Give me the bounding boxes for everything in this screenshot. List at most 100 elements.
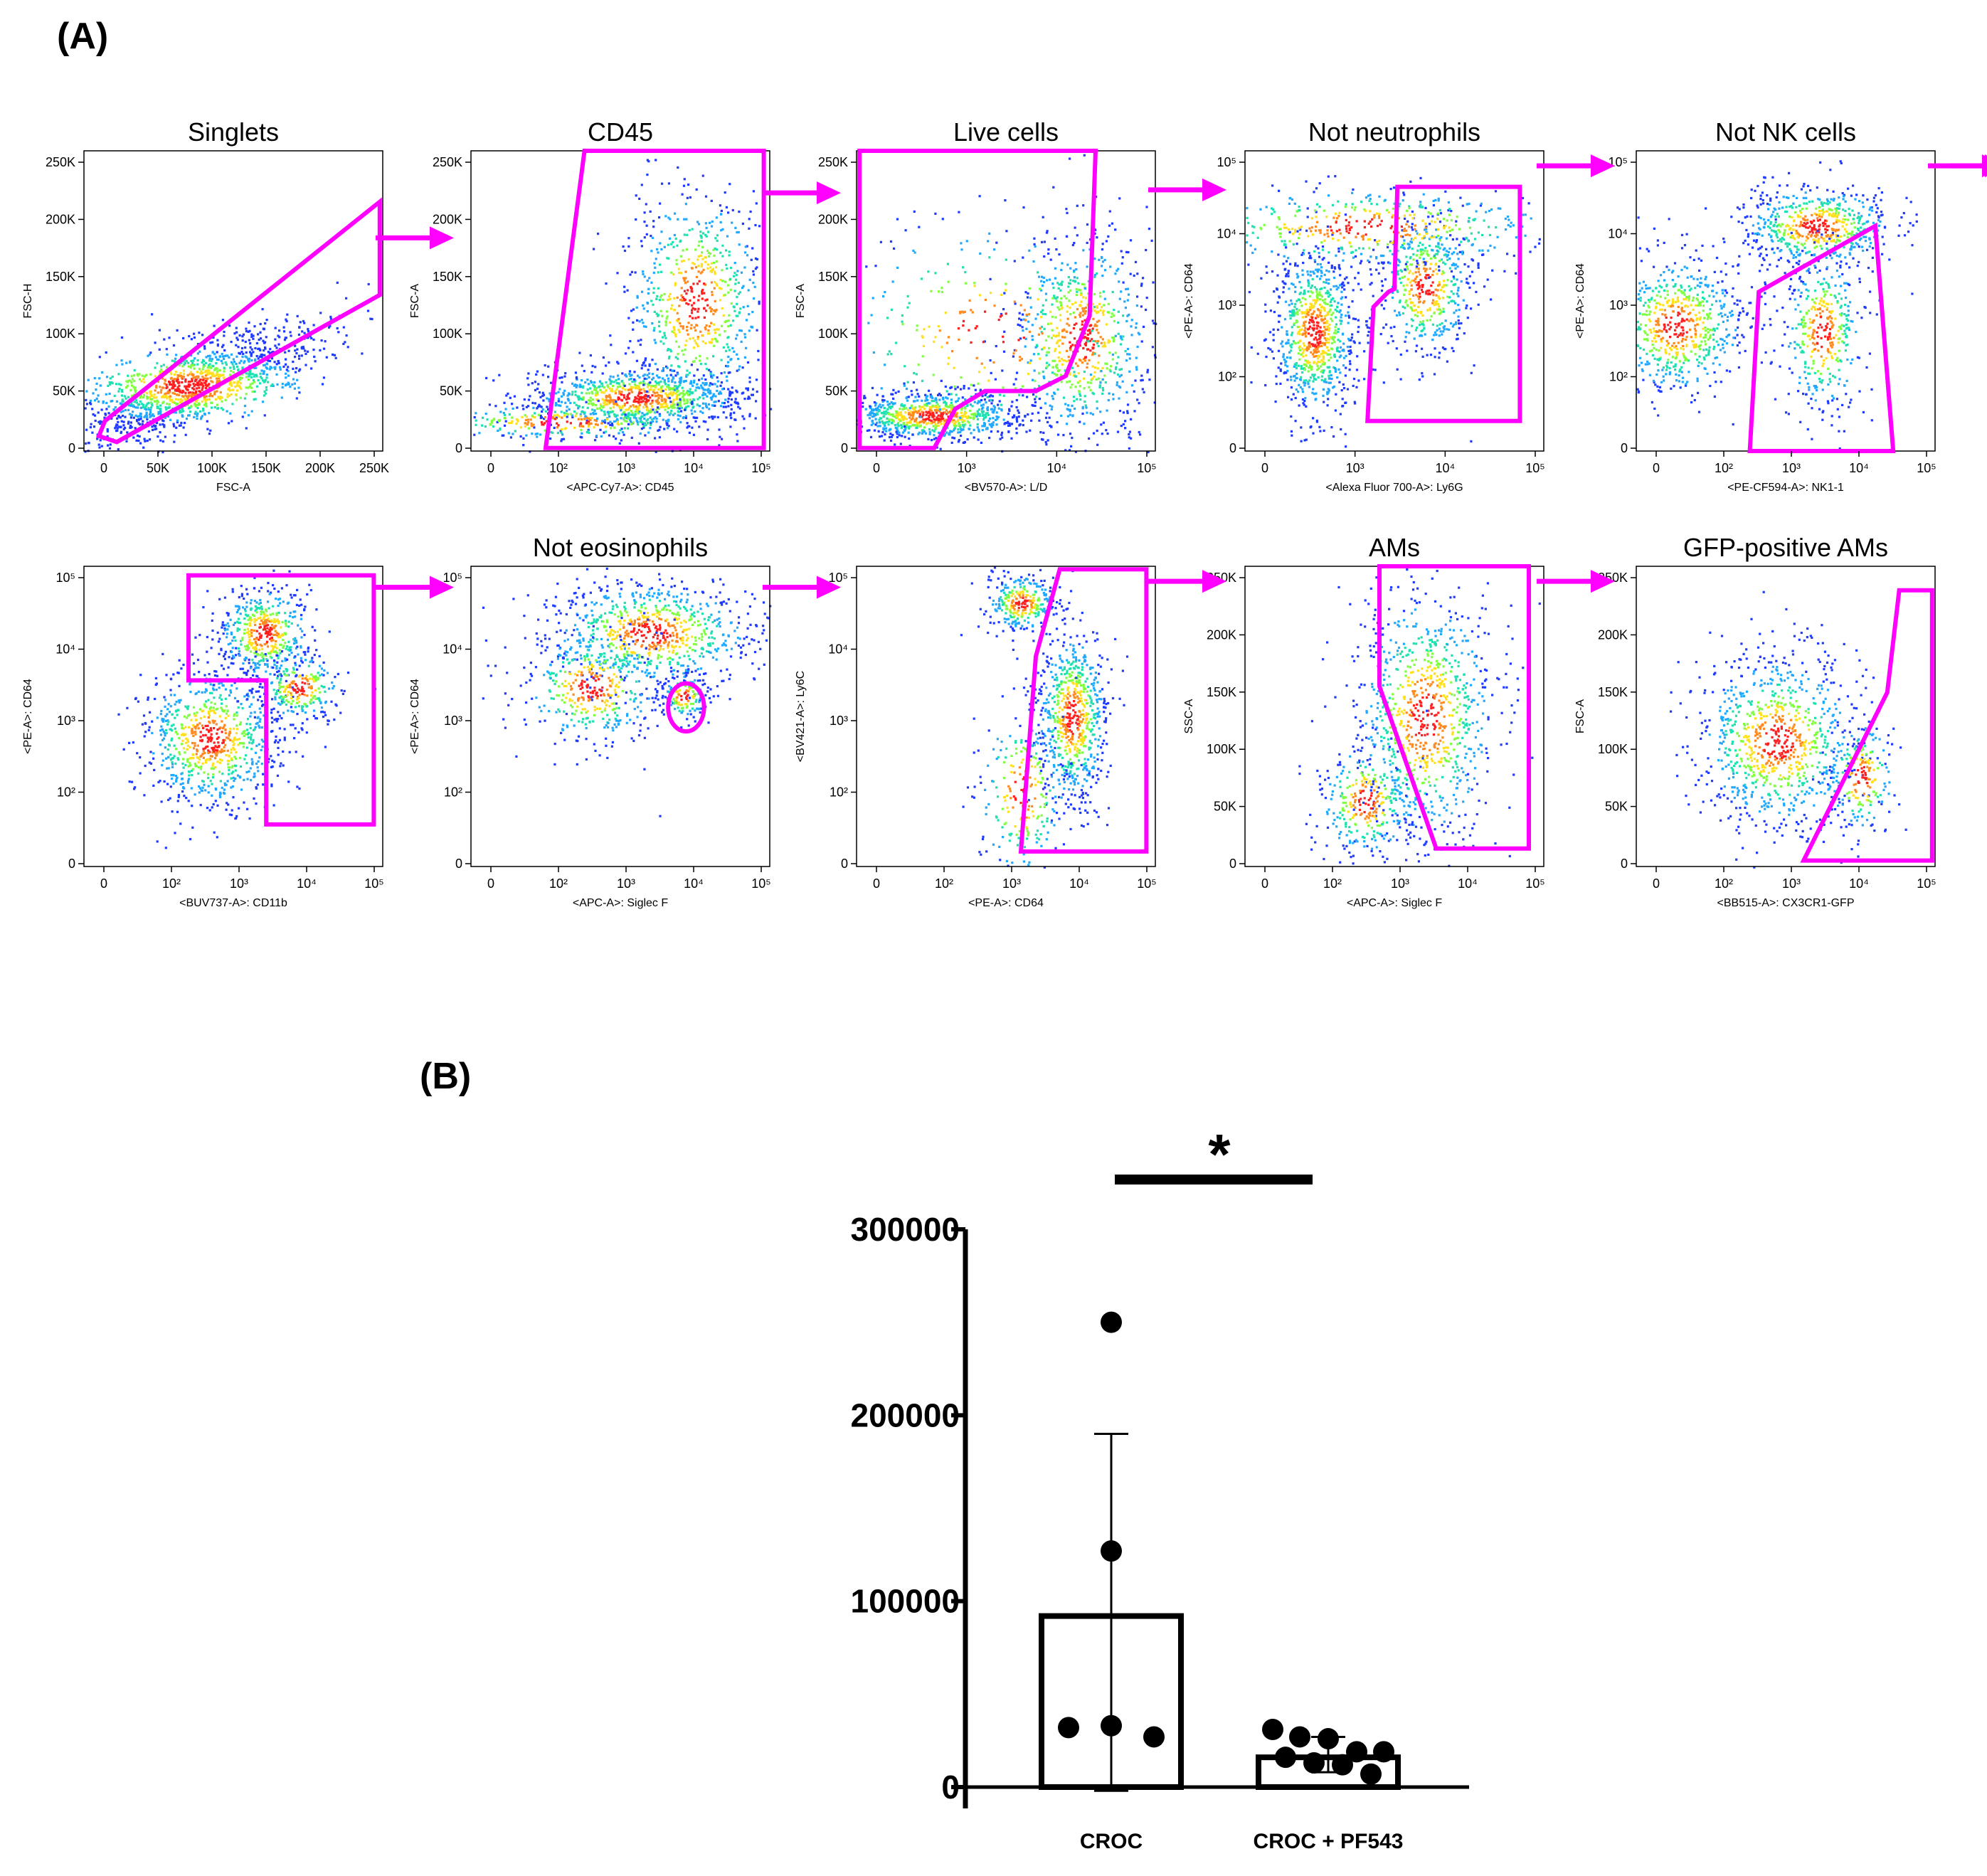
event-dot xyxy=(1072,327,1075,330)
event-dot xyxy=(171,391,174,395)
event-dot xyxy=(287,370,290,373)
event-dot xyxy=(676,430,679,433)
event-dot xyxy=(674,212,677,215)
event-dot xyxy=(643,417,646,420)
event-dot xyxy=(627,237,630,240)
event-dot xyxy=(710,199,713,202)
event-dot xyxy=(1083,336,1086,339)
event-dot xyxy=(889,433,892,435)
event-dot xyxy=(1097,344,1100,348)
event-dot xyxy=(936,409,939,412)
event-dot xyxy=(872,413,875,415)
event-dot xyxy=(971,405,974,408)
event-dot xyxy=(941,396,945,399)
event-dot xyxy=(1002,418,1005,421)
event-dot xyxy=(977,400,980,403)
event-dot xyxy=(621,372,624,375)
event-dot xyxy=(1069,313,1072,316)
event-dot xyxy=(606,384,609,387)
event-dot xyxy=(918,410,921,413)
event-dot xyxy=(151,425,154,428)
event-dot xyxy=(663,334,667,337)
event-dot xyxy=(112,408,115,411)
event-dot xyxy=(750,258,753,261)
event-dot xyxy=(699,354,701,358)
event-dot xyxy=(1098,354,1101,357)
event-dot xyxy=(247,359,250,361)
event-dot xyxy=(194,412,196,415)
event-dot xyxy=(662,402,666,405)
event-dot xyxy=(694,317,697,319)
event-dot xyxy=(706,357,709,360)
event-dot xyxy=(1122,411,1125,414)
event-dot xyxy=(593,419,596,422)
event-dot xyxy=(657,271,659,274)
event-dot xyxy=(108,392,111,396)
event-dot xyxy=(492,379,495,382)
event-dot xyxy=(1082,336,1085,339)
event-dot xyxy=(943,401,945,404)
event-dot xyxy=(218,379,221,382)
event-dot xyxy=(726,361,730,364)
event-dot xyxy=(295,397,298,400)
event-dot xyxy=(663,381,666,383)
event-dot xyxy=(1086,366,1088,369)
event-dot xyxy=(266,359,269,361)
event-dot xyxy=(1015,371,1019,374)
event-dot xyxy=(208,359,211,362)
event-dot xyxy=(935,406,938,408)
event-dot xyxy=(1064,449,1067,452)
event-dot xyxy=(679,415,682,418)
event-dot xyxy=(622,433,625,436)
event-dot xyxy=(877,430,880,433)
event-dot xyxy=(1122,281,1125,284)
event-dot xyxy=(633,415,636,418)
event-dot xyxy=(1083,312,1086,315)
event-dot xyxy=(667,418,670,421)
event-dot xyxy=(268,351,271,354)
event-dot xyxy=(1013,300,1016,303)
event-dot xyxy=(953,419,955,422)
event-dot xyxy=(625,415,627,418)
event-dot xyxy=(940,413,943,416)
event-dot xyxy=(891,419,894,422)
event-dot xyxy=(889,406,891,408)
event-dot xyxy=(287,374,290,377)
event-dot xyxy=(682,353,685,356)
event-dot xyxy=(883,428,886,431)
event-dot xyxy=(727,371,730,374)
event-dot xyxy=(727,325,730,328)
event-dot xyxy=(627,413,630,416)
event-dot xyxy=(230,393,233,396)
event-dot xyxy=(670,271,673,274)
event-dot xyxy=(159,391,162,394)
event-dot xyxy=(196,417,198,420)
event-dot xyxy=(688,393,691,396)
event-dot xyxy=(743,251,747,254)
event-dot xyxy=(942,417,945,420)
event-dot xyxy=(1088,339,1092,342)
event-dot xyxy=(588,392,590,395)
event-dot xyxy=(977,430,980,433)
x-tick-label: 0 xyxy=(487,461,494,475)
event-dot xyxy=(662,418,664,421)
event-dot xyxy=(973,428,975,431)
event-dot xyxy=(1057,332,1061,334)
event-dot xyxy=(294,344,297,347)
event-dot xyxy=(188,335,191,338)
event-dot xyxy=(257,333,260,336)
event-dot xyxy=(1052,287,1055,290)
event-dot xyxy=(926,403,928,406)
event-dot xyxy=(125,380,128,383)
event-dot xyxy=(1020,358,1023,361)
event-dot xyxy=(176,419,179,422)
event-dot xyxy=(652,376,655,379)
event-dot xyxy=(941,408,944,410)
event-dot xyxy=(702,397,705,400)
event-dot xyxy=(645,394,647,397)
event-dot xyxy=(651,373,654,376)
event-dot xyxy=(886,417,889,420)
event-dot xyxy=(264,378,267,381)
event-dot xyxy=(988,256,991,259)
event-dot xyxy=(561,438,563,441)
